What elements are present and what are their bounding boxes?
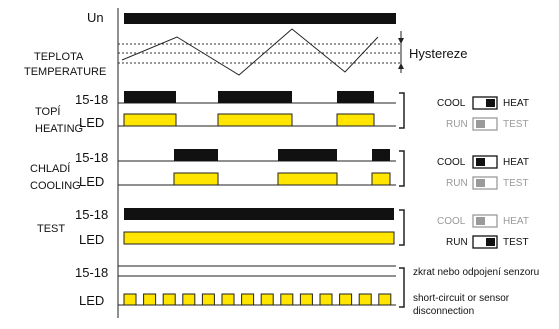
heating-led-pulse (336, 113, 375, 127)
fault-led-blink (280, 293, 294, 306)
cooling-relay-pulse (278, 149, 337, 161)
switch-cool-top-knob (476, 158, 485, 166)
switch-cool-heat-label: HEAT (503, 157, 529, 168)
cooling-label-en: COOLING (30, 180, 81, 192)
fault-led-blink (299, 293, 313, 306)
fault-note-line2: short-circuit or sensor (413, 293, 510, 304)
heating-led-label: LED (79, 115, 104, 130)
fault-led-blink (143, 293, 157, 306)
test-relay-bar (124, 208, 394, 220)
fault-led-blink (339, 293, 353, 306)
heating-led-pulse (217, 113, 293, 127)
fault-note-line1: zkrat nebo odpojení senzoru (413, 267, 539, 278)
fault-led-blink (123, 293, 137, 306)
heating-relay-pulse (218, 91, 292, 103)
switch-heat-heat-label: HEAT (503, 98, 529, 109)
hysteresis-label: Hystereze (409, 46, 468, 61)
test-label: TEST (37, 223, 65, 235)
fault-led-blink (241, 293, 255, 306)
switch-test-top-knob (476, 217, 485, 225)
switch-cool-test-label: TEST (503, 178, 529, 189)
hysteresis-arrow-head-down (398, 38, 404, 44)
fault-led-blink (260, 293, 274, 306)
heating-relay-label: 15-18 (75, 92, 108, 107)
switch-heat-cool-label: COOL (437, 98, 466, 109)
switch-cool-bottom-knob (476, 179, 485, 187)
cooling-relay-label: 15-18 (75, 150, 108, 165)
fault-relay-label: 15-18 (75, 265, 108, 280)
switch-test-mode: COOL HEAT RUN TEST (437, 214, 529, 249)
heating-label-en: HEATING (35, 123, 83, 135)
cooling-bracket (399, 150, 405, 187)
switch-heat-test-label: TEST (503, 119, 529, 130)
fault-led-blink (378, 293, 392, 306)
fault-led-blink (221, 293, 235, 306)
temperature-curve (121, 28, 379, 76)
switch-test-cool-label: COOL (437, 216, 466, 227)
temperature-label-en: TEMPERATURE (24, 66, 106, 78)
supply-bar (124, 13, 396, 24)
supply-label: Un (87, 10, 104, 25)
fault-led-blink (358, 293, 372, 306)
switch-test-run-label: RUN (446, 237, 468, 248)
switch-test-bottom-knob (486, 238, 495, 246)
cooling-led-label: LED (79, 174, 104, 189)
switch-test-test-label: TEST (503, 237, 529, 248)
fault-led-blink-group (123, 293, 392, 306)
cooling-led-pulse (371, 172, 391, 186)
test-led-bar (123, 231, 395, 245)
test-led-label: LED (79, 232, 104, 247)
fault-led-label: LED (79, 293, 104, 308)
fault-led-blink (162, 293, 176, 306)
fault-bracket (399, 267, 405, 308)
hysteresis-arrow-head-up (398, 63, 404, 69)
cooling-label-cz: CHLADÍ (30, 162, 71, 175)
switch-cool-run-label: RUN (446, 178, 468, 189)
switch-heat-top-knob (486, 99, 495, 107)
heating-relay-pulse (124, 91, 176, 103)
switch-heat-mode: COOL HEAT RUN TEST (437, 96, 529, 131)
switch-test-heat-label: HEAT (503, 216, 529, 227)
fault-led-blink (182, 293, 196, 306)
switch-cool-mode: COOL HEAT RUN TEST (437, 155, 529, 190)
cooling-led-pulse (173, 172, 219, 186)
fault-note-line3: disconnection (413, 306, 474, 317)
cooling-relay-pulse (174, 149, 218, 161)
test-bracket (399, 209, 405, 246)
test-relay-label: 15-18 (75, 207, 108, 222)
cooling-led-pulse (277, 172, 338, 186)
temperature-label-cz: TEPLOTA (34, 51, 84, 63)
heating-relay-pulse (337, 91, 374, 103)
fault-led-blink (201, 293, 215, 306)
heating-bracket (399, 92, 405, 129)
cooling-relay-pulse (372, 149, 390, 161)
switch-cool-cool-label: COOL (437, 157, 466, 168)
switch-heat-bottom-knob (476, 120, 485, 128)
fault-led-blink (319, 293, 333, 306)
heating-label-cz: TOPÍ (35, 105, 61, 118)
switch-heat-run-label: RUN (446, 119, 468, 130)
heating-led-pulse (123, 113, 177, 127)
